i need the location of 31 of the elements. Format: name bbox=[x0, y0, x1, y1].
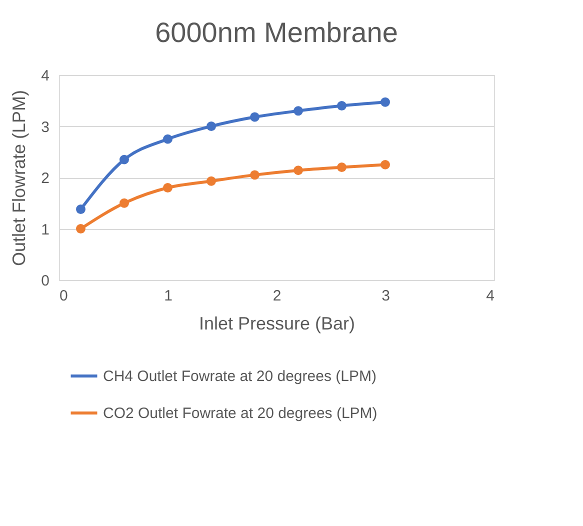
point bbox=[76, 204, 86, 214]
point bbox=[163, 134, 172, 144]
legend-label: CH4 Outlet Fowrate at 20 degrees (LPM) bbox=[103, 368, 376, 385]
x-axis-title: Inlet Pressure (Bar) bbox=[198, 314, 356, 334]
y-tick-label: 2 bbox=[41, 170, 50, 187]
point bbox=[294, 106, 303, 116]
point bbox=[76, 224, 86, 234]
point bbox=[380, 97, 390, 107]
point bbox=[294, 166, 303, 176]
chart-title: 6000nm Membrane bbox=[155, 17, 398, 48]
x-tick-label: 3 bbox=[382, 288, 390, 304]
point bbox=[337, 101, 346, 110]
x-tick-label: 2 bbox=[272, 288, 282, 304]
x-tick-label: 1 bbox=[164, 288, 172, 304]
point bbox=[250, 112, 260, 122]
y-tick-label: 1 bbox=[41, 221, 50, 238]
y-tick-label: 4 bbox=[41, 68, 50, 84]
x-tick-label: 4 bbox=[486, 288, 494, 304]
legend-label: CO2 Outlet Fowrate at 20 degrees (LPM) bbox=[103, 405, 378, 422]
y-axis-title: Outlet Flowrate (LPM) bbox=[9, 90, 30, 266]
point bbox=[250, 170, 260, 180]
point bbox=[337, 162, 346, 172]
point bbox=[206, 176, 216, 186]
y-tick-label: 3 bbox=[41, 118, 50, 136]
point bbox=[120, 154, 129, 164]
point bbox=[380, 160, 390, 170]
point bbox=[206, 122, 216, 131]
point bbox=[120, 198, 129, 208]
x-tick-label: 0 bbox=[60, 288, 68, 304]
y-tick-label: 0 bbox=[41, 272, 50, 290]
point bbox=[163, 183, 172, 192]
